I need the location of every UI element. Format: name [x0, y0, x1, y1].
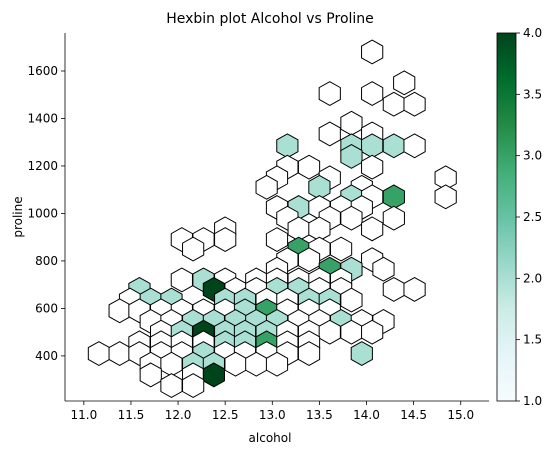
x-tick-label: 15.0 [447, 408, 474, 422]
hexbin-cell [361, 39, 384, 65]
x-tick-label: 13.5 [306, 408, 333, 422]
colorbar-tick-label: 2.5 [523, 210, 542, 224]
hexbin-cell [340, 205, 363, 231]
colorbar-tick-label: 1.0 [523, 394, 542, 408]
hexbin-cell [318, 121, 341, 147]
colorbar-tick-label: 2.0 [523, 271, 542, 285]
hexbin-cell [361, 319, 384, 345]
hexbin-cell [350, 341, 373, 366]
plot-area [87, 39, 457, 399]
y-tick-label: 1600 [27, 64, 58, 78]
x-tick-label: 12.5 [212, 408, 239, 422]
x-tick-label: 12.0 [165, 408, 192, 422]
x-axis-label: alcohol [249, 431, 292, 445]
hexbin-cell [403, 133, 426, 159]
hexbin-cell [276, 133, 299, 159]
hexbin-cell [170, 267, 193, 293]
hexbin-cell [434, 184, 457, 210]
hexbin-cell [87, 341, 111, 366]
x-tick-label: 11.5 [118, 408, 145, 422]
y-tick-label: 1200 [27, 159, 58, 173]
hexbin-cell [372, 256, 395, 282]
hexbin-cell [297, 247, 321, 273]
hexbin-cell [182, 236, 205, 262]
hexbin-cell [403, 276, 426, 302]
hexbin-cell [382, 91, 405, 117]
hexbin-cell [340, 144, 363, 169]
colorbar-tick-label: 3.5 [523, 87, 542, 101]
y-ticks: 400 600 800 1000 1200 1400 1600 [27, 64, 65, 363]
hexbin-cell [160, 373, 183, 399]
hexbin-cell [361, 81, 384, 106]
hexbin-cell [361, 216, 384, 242]
hexbin-cell [382, 205, 405, 231]
hexbin-cell [403, 91, 426, 117]
y-tick-label: 1000 [27, 206, 58, 220]
hexbin-cell [340, 287, 363, 313]
hexbin-cell [265, 351, 289, 377]
hexbin-cell [182, 373, 205, 399]
x-tick-label: 14.5 [400, 408, 427, 422]
colorbar-ticks: 1.0 1.5 2.0 2.5 3.0 3.5 4.0 [516, 26, 542, 408]
y-tick-label: 400 [35, 349, 58, 363]
y-tick-label: 1400 [27, 111, 58, 125]
colorbar-tick-label: 3.0 [523, 149, 542, 163]
hexbin-cell [265, 227, 289, 253]
hexbin-cell [255, 174, 278, 200]
chart-title: Hexbin plot Alcohol vs Proline [166, 11, 374, 27]
hexbin-cell [329, 236, 353, 262]
hexbin-cell [214, 227, 237, 253]
x-tick-label: 13.0 [259, 408, 286, 422]
hexbin-cell [382, 276, 405, 302]
colorbar-tick-label: 4.0 [523, 26, 542, 40]
hexbin-cell [361, 154, 384, 180]
hexbin-cell [139, 362, 162, 388]
x-tick-label: 11.0 [70, 408, 97, 422]
y-tick-label: 600 [35, 301, 58, 315]
y-tick-label: 800 [35, 254, 58, 268]
hexbin-cell [108, 341, 131, 366]
hexbin-cell [318, 81, 341, 106]
y-axis-label: proline [11, 196, 25, 237]
hexbin-cell [340, 110, 363, 136]
x-ticks: 11.0 11.5 12.0 12.5 13.0 13.5 14.0 14.5 15.0 [70, 401, 474, 422]
x-tick-label: 14.0 [353, 408, 380, 422]
hexbin-cell [297, 154, 321, 180]
hexbin-cell [297, 341, 321, 366]
hexbin-cell [382, 184, 405, 210]
colorbar [496, 32, 517, 402]
hexbin-cell [382, 133, 405, 159]
hexbin-cell [393, 70, 416, 96]
hexbin-cell [202, 362, 225, 388]
colorbar-tick-label: 1.5 [523, 333, 542, 347]
